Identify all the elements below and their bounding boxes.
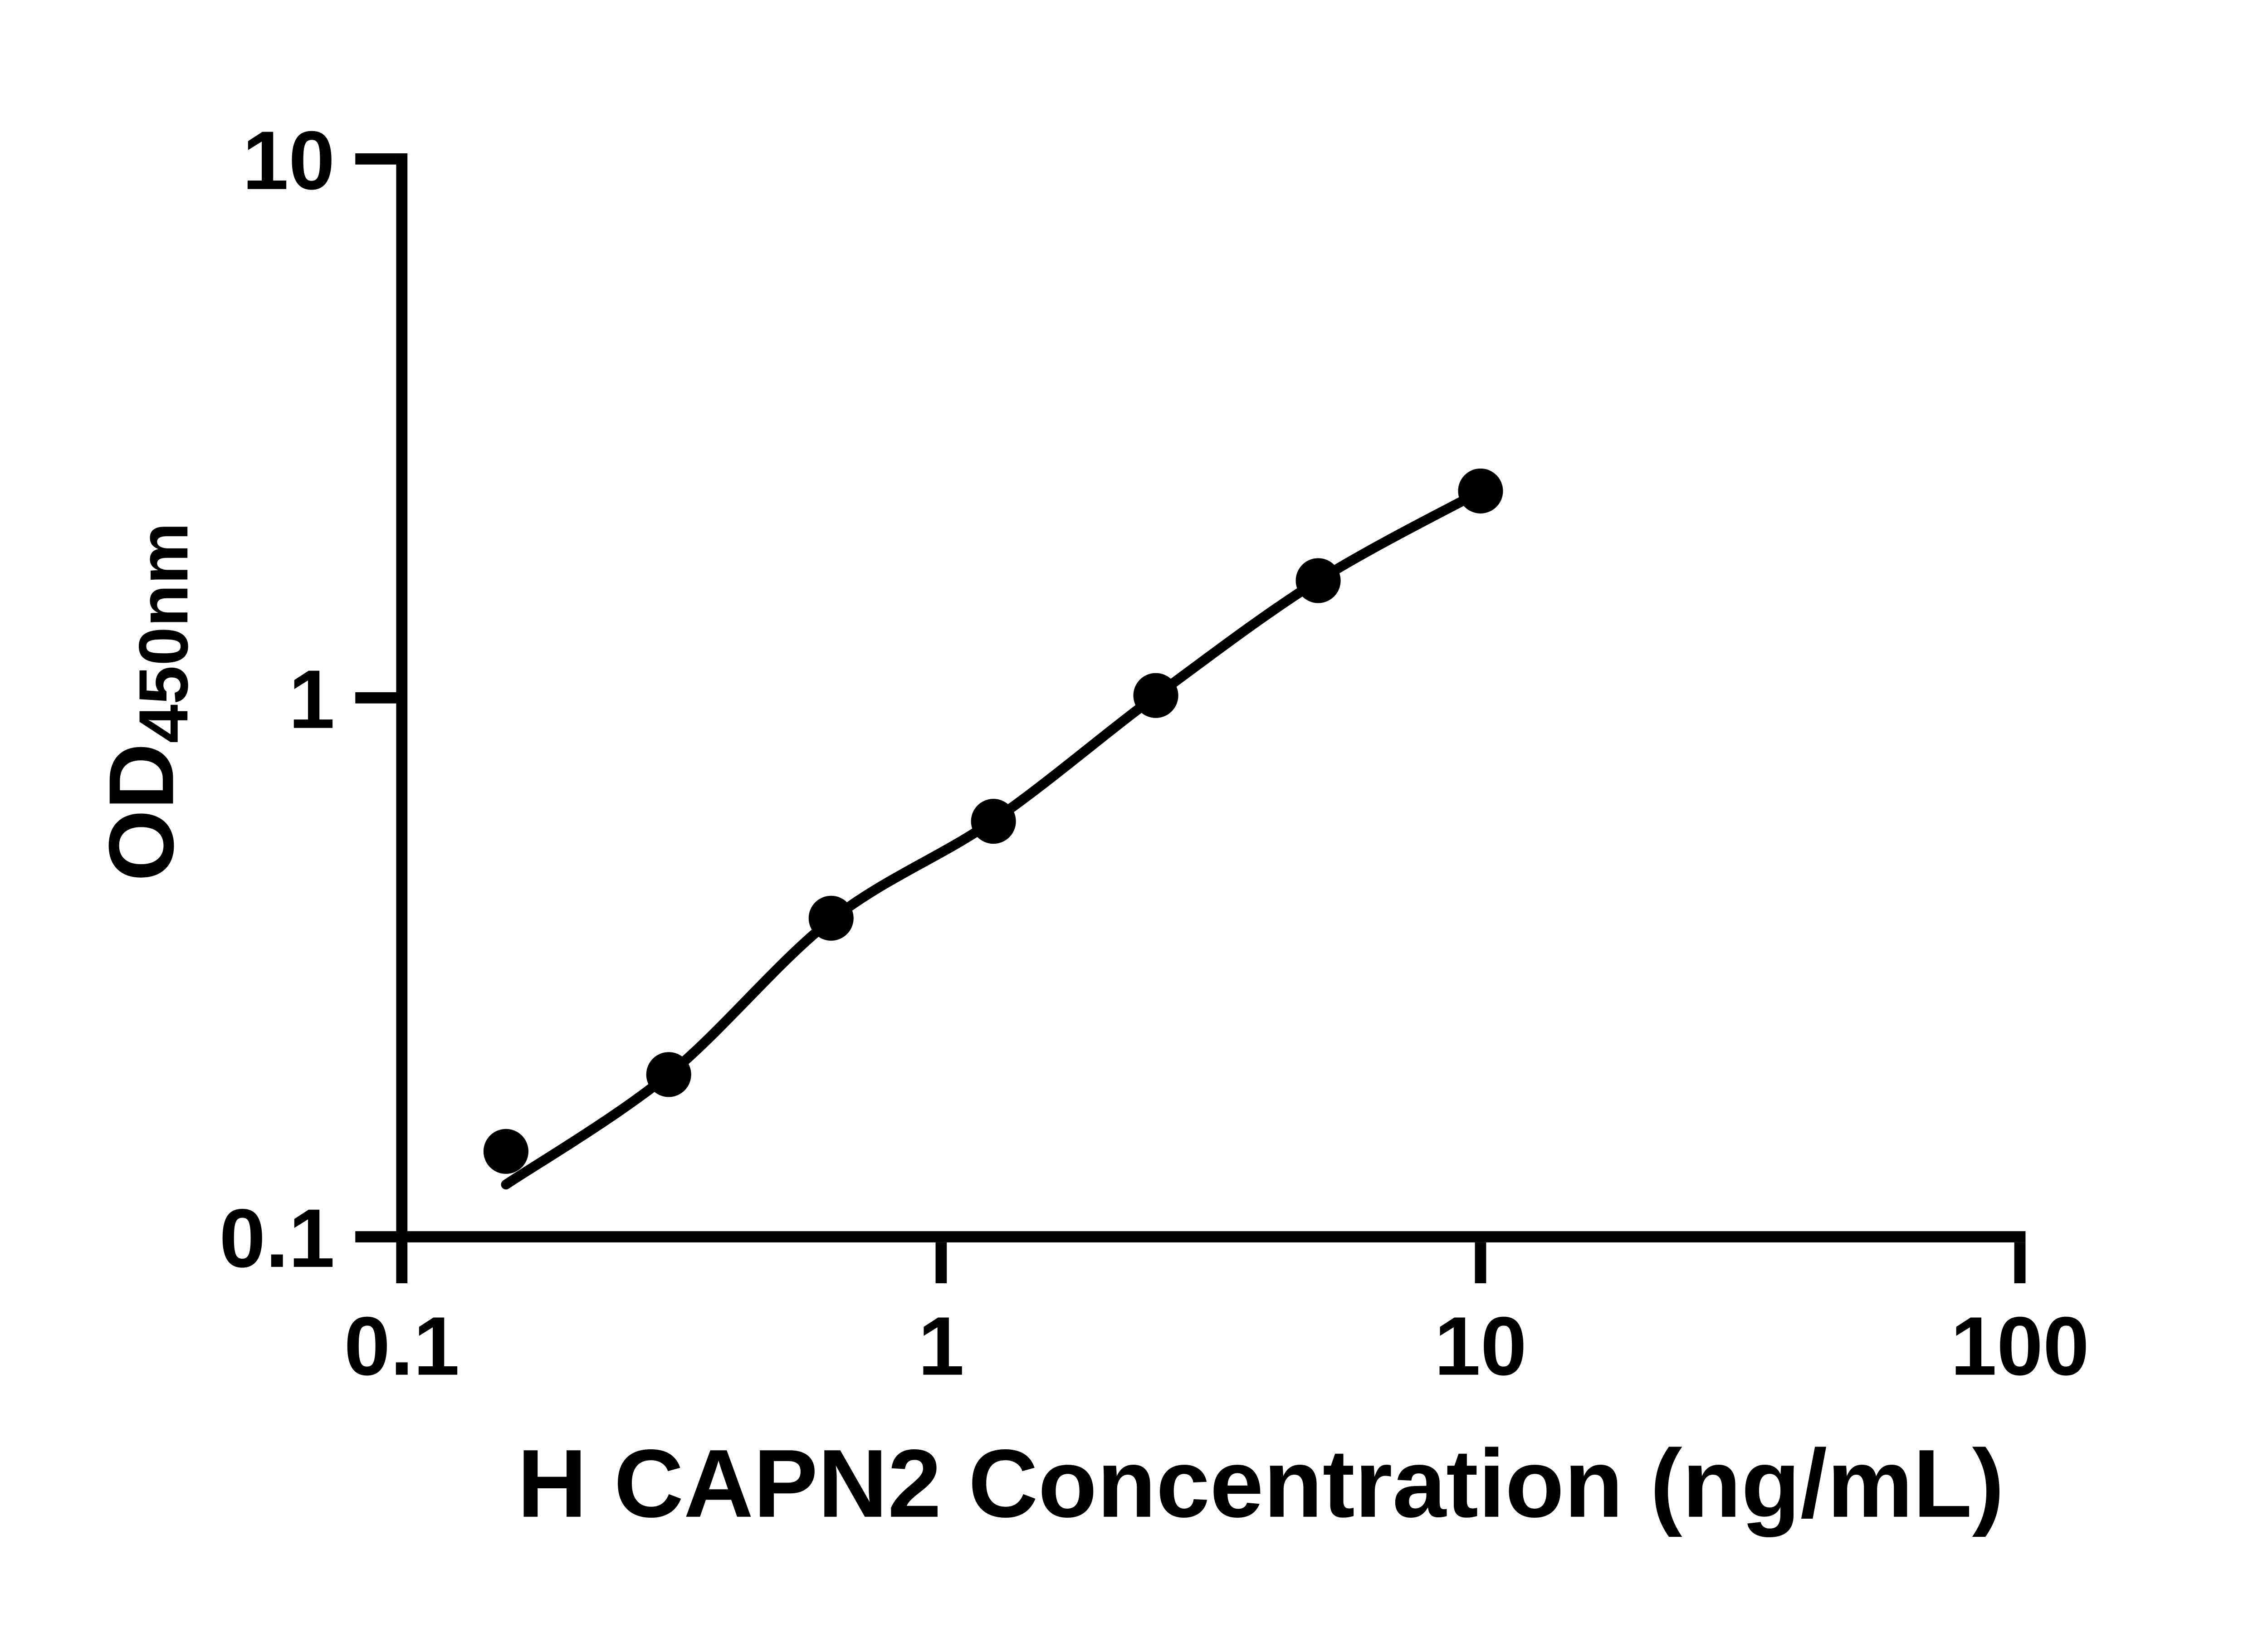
y-tick-label: 1 xyxy=(288,653,335,746)
plot-layer: 0.1 1 10 100 0.1 1 10 xyxy=(219,114,2089,1393)
data-point-marker xyxy=(971,799,1016,844)
y-tick-label: 10 xyxy=(242,114,335,207)
data-point-marker xyxy=(1133,673,1178,718)
data-point-marker xyxy=(1295,558,1341,603)
data-point-marker xyxy=(646,1052,691,1097)
data-point-marker xyxy=(808,895,854,941)
x-tick-label: 0.1 xyxy=(344,1300,459,1393)
y-axis-title-main: OD xyxy=(90,743,193,881)
data-point-marker xyxy=(483,1129,528,1174)
x-tick-label: 100 xyxy=(1950,1300,2089,1393)
y-tick-label: 0.1 xyxy=(219,1192,335,1285)
x-tick-label: 1 xyxy=(918,1300,964,1393)
y-axis-title-subscript: 450nm xyxy=(124,523,202,743)
y-axis-title: OD450nm xyxy=(90,523,202,881)
x-axis-title: H CAPN2 Concentration (ng/mL) xyxy=(517,1430,2004,1538)
data-point-marker xyxy=(1458,468,1503,513)
x-tick-label: 10 xyxy=(1434,1300,1527,1393)
